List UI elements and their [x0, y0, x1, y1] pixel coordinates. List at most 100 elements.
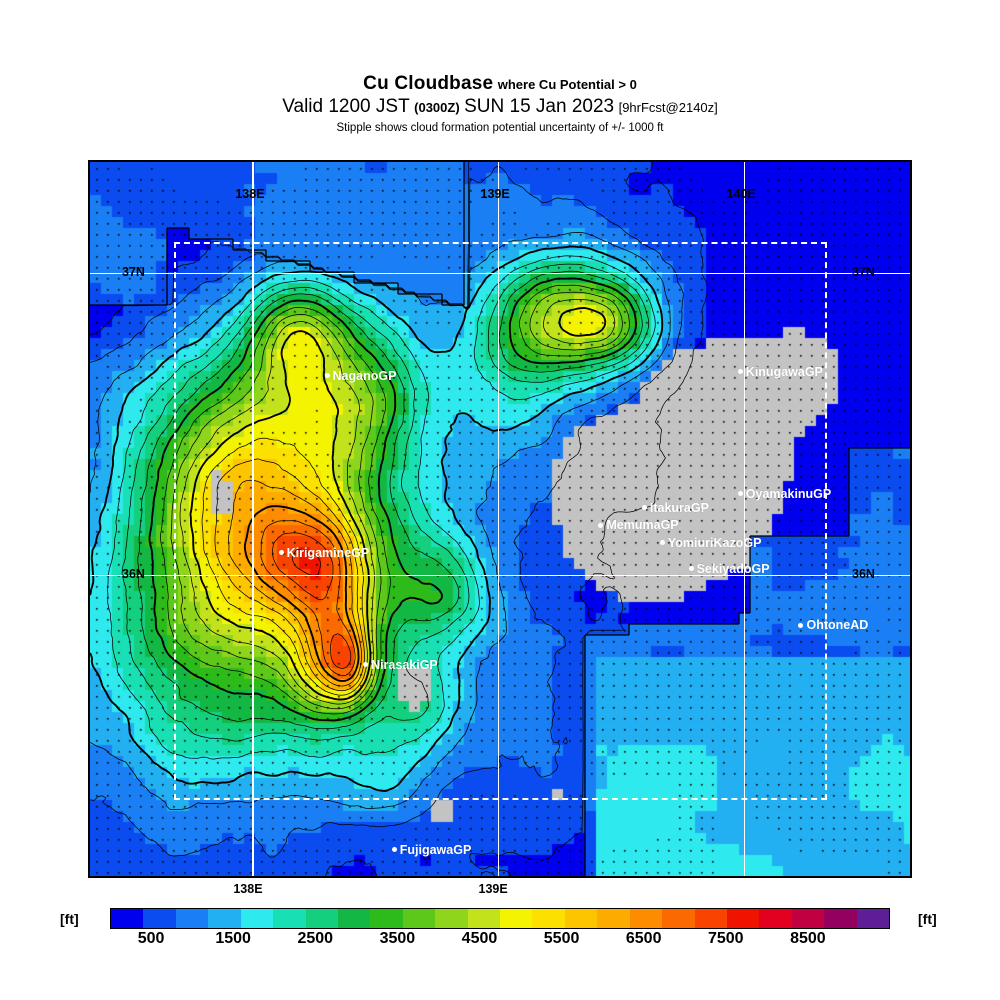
map-raster-layer: 138E 139E 140E 37N 37N 36N 36N NaganoGP Kinugawa…	[90, 162, 910, 876]
station-label-text: KinugawaGP	[745, 364, 823, 379]
station-NirasakiGP[interactable]: NirasakiGP	[363, 657, 438, 672]
colorbar-band-0	[111, 909, 144, 928]
lon-label-top-138E: 138E	[235, 186, 265, 201]
colorbar-band-6000	[500, 909, 533, 928]
colorbar-tick-3500: 3500	[379, 930, 416, 947]
station-marker-dot	[391, 846, 397, 852]
station-label-text: KirigamineGP	[286, 545, 370, 560]
colorbar-band-8000	[629, 909, 663, 928]
lon-label-bottom-139E: 139E	[478, 882, 508, 896]
colorbar-tick-5500: 5500	[543, 930, 580, 947]
station-marker-dot	[798, 622, 804, 628]
graticule-parallel-0	[90, 272, 910, 275]
colorbar-band-9500	[727, 909, 760, 928]
title-block: Cu Cloudbase where Cu Potential > 0 Vali…	[0, 74, 1000, 135]
station-marker-dot	[641, 504, 647, 510]
colorbar-band-6500	[532, 909, 565, 928]
valid-time-label: Valid 1200 JST	[282, 96, 410, 117]
station-marker-dot	[737, 491, 743, 497]
lat-label-right-36N: 36N	[852, 566, 875, 581]
colorbar-band-5500	[467, 909, 501, 928]
station-label-text: FujigawaGP	[399, 842, 472, 857]
lat-label-right-37N: 37N	[852, 264, 875, 279]
station-NaganoGP[interactable]: NaganoGP	[324, 369, 397, 384]
station-FujigawaGP[interactable]: FujigawaGP	[391, 842, 472, 857]
title-qualifier: where Cu Potential > 0	[497, 77, 637, 92]
station-marker-dot	[598, 522, 604, 528]
station-marker-dot	[324, 373, 330, 379]
station-ItakuraGP[interactable]: ItakuraGP	[641, 500, 709, 515]
lon-label-top-139E: 139E	[480, 186, 510, 201]
colorbar-tick-500: 500	[137, 930, 165, 947]
station-label-text: MemumaGP	[606, 518, 679, 533]
station-label-text: OhtoneAD	[806, 618, 869, 633]
colorbar-band-2000	[240, 909, 274, 928]
station-marker-dot	[278, 549, 284, 555]
colorbar-band-7500	[597, 909, 630, 928]
colorbar-band-8500	[662, 909, 695, 928]
station-label-text: YomiuriKazoGP	[667, 536, 762, 551]
station-KirigamineGP[interactable]: KirigamineGP	[278, 545, 370, 560]
colorbar-band-4500	[402, 909, 436, 928]
colorbar-tick-8500: 8500	[790, 930, 826, 947]
colorbar-band-10000	[759, 909, 792, 928]
terrain-contour-path	[90, 245, 664, 793]
station-marker-dot	[659, 540, 665, 546]
lon-label-bottom-138E: 138E	[233, 882, 263, 896]
station-OyamakinuGP[interactable]: OyamakinuGP	[737, 487, 832, 501]
colorbar-band-2500	[273, 909, 306, 928]
station-OhtoneAD[interactable]: OhtoneAD	[798, 618, 869, 633]
station-label-text: ItakuraGP	[649, 500, 709, 515]
colorbar-band-1000	[175, 909, 209, 928]
station-marker-dot	[363, 661, 369, 667]
colorbar-band-5000	[435, 909, 468, 928]
graticule-meridian-1	[497, 162, 499, 876]
stipple-note: Stipple shows cloud formation potential …	[336, 122, 664, 134]
page-title: Cu Cloudbase	[363, 73, 494, 94]
colorbar-band-11000	[824, 909, 857, 928]
title-line-1: Cu Cloudbase where Cu Potential > 0	[0, 74, 1000, 95]
graticule-parallel-1	[90, 574, 910, 577]
colorbar-band-11500	[856, 909, 890, 928]
station-SekiyadoGP[interactable]: SekiyadoGP	[688, 561, 770, 576]
colorbar-tick-2500: 2500	[297, 930, 334, 947]
station-label-text: SekiyadoGP	[696, 561, 770, 576]
colorbar-band-7000	[564, 909, 598, 928]
colorbar-unit-right: [ft]	[918, 911, 937, 927]
graticule-meridian-2	[743, 162, 745, 876]
colorbar-band-10500	[791, 909, 825, 928]
station-marker-dot	[688, 566, 694, 572]
station-label-text: NaganoGP	[332, 369, 397, 384]
colorbar-tick-labels: 500 1500 2500 3500 4500 5500 6500 7500 8500	[110, 930, 890, 956]
colorbar-band-3000	[305, 909, 338, 928]
station-label-text: OyamakinuGP	[745, 487, 832, 501]
colorbar-band-4000	[370, 909, 403, 928]
colorbar-unit-left: [ft]	[60, 911, 79, 927]
lon-label-top-140E: 140E	[726, 186, 756, 201]
station-YomiuriKazoGP[interactable]: YomiuriKazoGP	[659, 536, 762, 551]
station-marker-dot	[737, 369, 743, 375]
terrain-contour-path	[90, 162, 709, 876]
valid-date: SUN 15 Jan 2023	[464, 96, 615, 117]
colorbar[interactable]: [ft] [ft] 500 1500 2500 3500 4500 5500 6500 750…	[0, 905, 1000, 965]
forecast-map[interactable]: 138E 139E 140E 37N 37N 36N 36N NaganoGP Kinugawa…	[88, 160, 912, 878]
valid-time-utc: (0300Z)	[414, 100, 460, 115]
forecast-tag: [9hrFcst@2140z]	[618, 100, 718, 115]
colorbar-tick-6500: 6500	[625, 930, 662, 947]
terrain-contour-layer	[90, 162, 910, 876]
colorbar-tick-1500: 1500	[215, 930, 251, 947]
colorbar-swatches[interactable]	[110, 908, 890, 929]
lat-label-left-37N: 37N	[122, 264, 145, 279]
station-label-text: NirasakiGP	[371, 657, 438, 672]
colorbar-band-1500	[208, 909, 241, 928]
coastline-path	[90, 162, 910, 876]
title-line-2: Valid 1200 JST (0300Z) SUN 15 Jan 2023 […	[0, 96, 1000, 119]
station-MemumaGP[interactable]: MemumaGP	[598, 518, 679, 533]
graticule-meridian-0	[252, 162, 254, 876]
lat-label-left-36N: 36N	[122, 566, 145, 581]
colorbar-band-500	[143, 909, 176, 928]
station-KinugawaGP[interactable]: KinugawaGP	[737, 364, 823, 379]
colorbar-band-3500	[337, 909, 371, 928]
colorbar-tick-7500: 7500	[707, 930, 744, 947]
